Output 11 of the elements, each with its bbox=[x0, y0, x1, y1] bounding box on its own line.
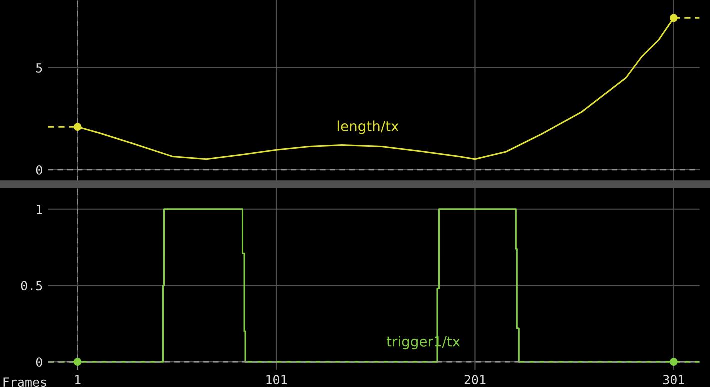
y-tick-label: 0.5 bbox=[21, 281, 42, 291]
y-tick-label: 0 bbox=[36, 358, 42, 368]
y-tick-label: 1 bbox=[37, 205, 42, 214]
x-tick-label: 201 bbox=[464, 375, 486, 385]
y-tick-label: 5 bbox=[36, 64, 42, 73]
y-tick-label: 0 bbox=[36, 165, 42, 175]
series-label: length/tx bbox=[338, 120, 399, 134]
x-axis-title: Frames bbox=[4, 378, 46, 387]
x-tick-label: 1 bbox=[76, 375, 81, 384]
x-tick-label: 101 bbox=[266, 375, 287, 385]
x-tick-label: 301 bbox=[663, 375, 684, 385]
